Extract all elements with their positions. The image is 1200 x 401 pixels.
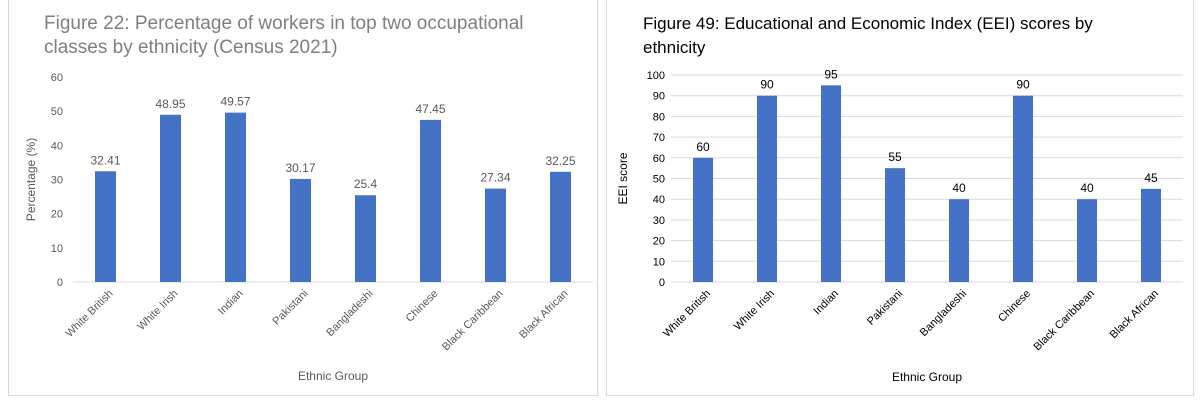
bar-chart-eei-scores: 0 10 20 30 40 50 60 70 80 90 100 60 White British 90 W… bbox=[616, 67, 1183, 384]
data-label: 27.34 bbox=[480, 171, 510, 185]
data-label: 47.45 bbox=[415, 102, 445, 116]
x-tick-label: Pakistani bbox=[271, 288, 311, 328]
y-tick-label: 20 bbox=[51, 209, 63, 221]
data-label: 25.4 bbox=[354, 177, 378, 191]
x-tick-label: Chinese bbox=[404, 288, 441, 325]
y-tick-label: 60 bbox=[653, 153, 665, 165]
y-tick-label: 40 bbox=[51, 140, 63, 152]
y-tick-label: 0 bbox=[659, 277, 665, 289]
data-label: 48.95 bbox=[155, 97, 185, 111]
y-tick-label: 80 bbox=[653, 111, 665, 123]
data-label: 95 bbox=[824, 67, 838, 81]
chart-panel-occupational-classes: Figure 22: Percentage of workers in top … bbox=[8, 0, 598, 396]
data-label: 90 bbox=[760, 78, 774, 92]
x-tick-label: White British bbox=[661, 288, 713, 340]
bar bbox=[290, 178, 311, 282]
y-tick-label: 10 bbox=[653, 256, 665, 268]
data-label: 90 bbox=[1016, 78, 1030, 92]
x-tick-label: Black Caribbean bbox=[440, 288, 506, 354]
data-label: 40 bbox=[952, 181, 966, 195]
x-tick-label: Bangladeshi bbox=[918, 288, 969, 339]
data-label: 60 bbox=[696, 140, 710, 154]
data-label: 49.57 bbox=[220, 95, 250, 109]
bar bbox=[1077, 199, 1097, 282]
bar bbox=[550, 171, 571, 282]
bar bbox=[949, 199, 969, 282]
x-tick-label: Indian bbox=[811, 288, 841, 318]
y-tick-label: 90 bbox=[653, 91, 665, 103]
data-label: 30.17 bbox=[285, 161, 315, 175]
bar bbox=[160, 114, 181, 282]
x-tick-label: Chinese bbox=[996, 288, 1033, 325]
bar bbox=[95, 171, 116, 282]
y-tick-label: 50 bbox=[51, 106, 63, 118]
bar bbox=[225, 112, 246, 282]
y-tick-label: 20 bbox=[653, 236, 665, 248]
x-tick-label: Black African bbox=[517, 288, 570, 341]
x-tick-label: Black African bbox=[1108, 288, 1161, 341]
x-axis-title: Ethnic Group bbox=[892, 370, 962, 384]
y-tick-label: 60 bbox=[51, 72, 63, 84]
y-tick-label: 70 bbox=[653, 132, 665, 144]
x-tick-label: Indian bbox=[216, 288, 246, 318]
bar bbox=[821, 85, 841, 282]
data-label: 55 bbox=[888, 150, 902, 164]
data-label: 32.41 bbox=[90, 153, 120, 167]
x-axis-title: Ethnic Group bbox=[298, 369, 368, 383]
y-tick-label: 0 bbox=[57, 277, 63, 289]
x-tick-label: White Irish bbox=[135, 288, 180, 333]
y-tick-label: 50 bbox=[653, 174, 665, 186]
chart-title: Figure 49: Educational and Economic Inde… bbox=[643, 14, 1093, 57]
bar-chart-occupational-classes: 0 10 20 30 40 50 60 32.41 White British 48.95 Whit… bbox=[24, 72, 593, 383]
y-axis-title: EEI score bbox=[616, 152, 630, 204]
x-tick-label: White Irish bbox=[732, 288, 777, 333]
bar bbox=[1141, 188, 1161, 282]
data-label: 40 bbox=[1080, 181, 1094, 195]
y-tick-label: 30 bbox=[653, 215, 665, 227]
x-tick-label: Bangladeshi bbox=[324, 288, 375, 339]
y-tick-label: 30 bbox=[51, 175, 63, 187]
bar bbox=[485, 188, 506, 282]
y-tick-label: 40 bbox=[653, 194, 665, 206]
chart-title: Figure 22: Percentage of workers in top … bbox=[44, 13, 524, 58]
bar bbox=[885, 168, 905, 282]
chart-panel-eei-scores: Figure 49: Educational and Economic Inde… bbox=[606, 0, 1194, 396]
bar bbox=[355, 195, 376, 282]
y-tick-label: 10 bbox=[51, 243, 63, 255]
bar bbox=[693, 157, 713, 282]
x-tick-label: Pakistani bbox=[865, 288, 905, 328]
y-axis-title: Percentage (%) bbox=[24, 138, 38, 221]
data-label: 32.25 bbox=[545, 154, 575, 168]
bar bbox=[757, 95, 777, 282]
data-label: 45 bbox=[1144, 171, 1158, 185]
x-tick-label: White British bbox=[63, 288, 115, 340]
y-tick-label: 100 bbox=[647, 70, 665, 82]
bar bbox=[1013, 95, 1033, 282]
bar bbox=[420, 119, 441, 282]
x-tick-label: Black Caribbean bbox=[1032, 288, 1098, 354]
